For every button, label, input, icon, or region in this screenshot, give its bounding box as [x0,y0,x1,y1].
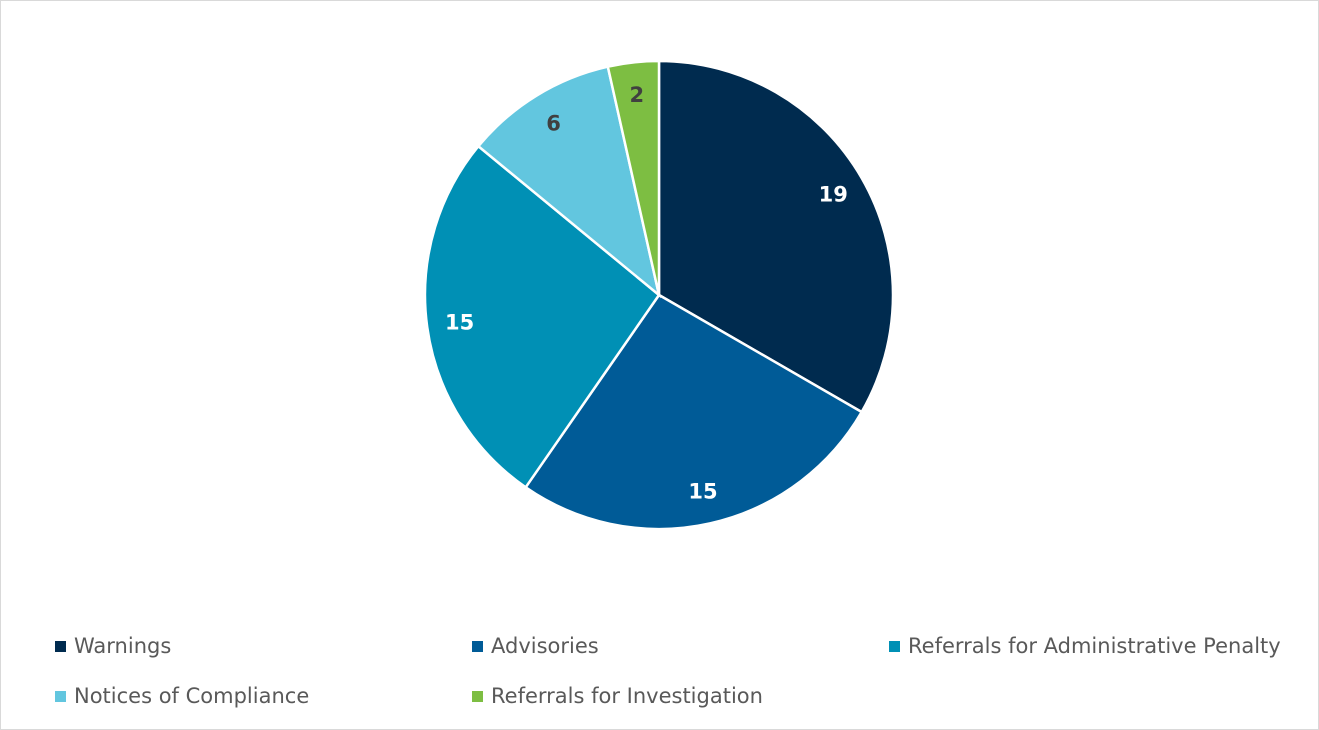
pie-slice-notices-of-compliance [476,65,662,299]
legend-label: Referrals for Administrative Penalty [908,634,1281,658]
pie-slice-referrals-for-administrative-penalty [423,144,661,490]
legend-label: Advisories [491,634,599,658]
legend-item: Referrals for Investigation [472,684,763,708]
data-label: 15 [688,479,717,503]
legend-swatch [889,640,900,652]
legend-item: Notices of Compliance [55,684,309,708]
legend-swatch [55,690,66,702]
pie-slice-referrals-for-investigation [606,59,661,296]
legend-label: Warnings [74,634,172,658]
legend-item: Referrals for Administrative Penalty [889,634,1281,658]
pie-slice-warnings [657,59,895,414]
data-label: 19 [819,182,848,206]
legend-item: Warnings [55,634,171,658]
data-label: 15 [445,311,474,335]
data-label: 6 [546,112,561,136]
legend-item: Advisories [472,634,599,658]
data-label: 2 [630,83,645,107]
legend-label: Notices of Compliance [74,684,310,708]
legend-swatch [55,640,66,652]
pie-slice-advisories [523,293,864,531]
legend-swatch [472,640,483,652]
pie-chart: 19 15 15 6 2 [423,59,895,531]
legend-label: Referrals for Investigation [491,684,763,708]
legend-swatch [472,690,483,702]
